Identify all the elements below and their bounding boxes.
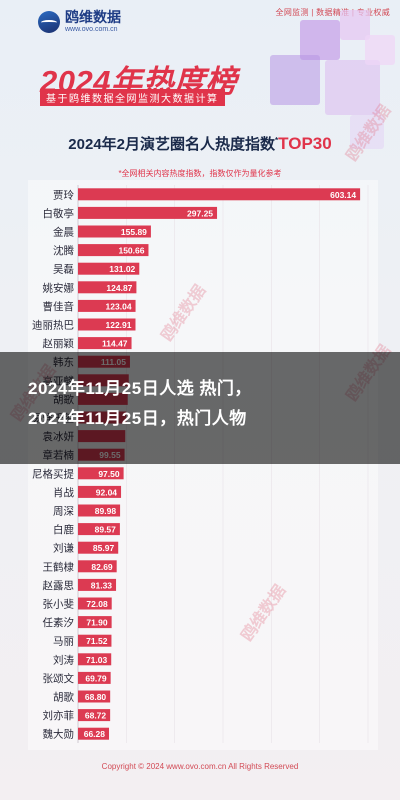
category-label: 尼格买提 (32, 467, 74, 480)
chart-note: *全网相关内容热度指数，指数仅作为量化参考 (118, 169, 282, 178)
value-label: 155.89 (121, 227, 147, 237)
category-label: 刘涛 (53, 653, 74, 666)
value-label: 131.02 (109, 264, 135, 274)
logo-icon (38, 11, 60, 33)
category-label: 张小斐 (43, 599, 75, 611)
bar-chart: 贾玲 603.14 白敬亭 297.25 金晨 155.89 沈腾 150.66 吴磊 131.0… (32, 185, 369, 743)
category-label: 吴磊 (53, 264, 74, 276)
logo: 鸥维数据 www.ovo.com.cn (38, 10, 121, 34)
bar (78, 188, 361, 201)
bar (78, 504, 121, 517)
bar (78, 299, 136, 312)
bar (78, 225, 151, 238)
category-label: 任素汐 (43, 616, 75, 629)
category-label: 曹佳音 (43, 300, 75, 313)
bar (78, 727, 110, 740)
value-label: 114.47 (102, 339, 128, 349)
category-label: 金晨 (53, 226, 74, 239)
value-label: 97.50 (98, 469, 120, 479)
bar (78, 281, 137, 294)
value-label: 68.72 (85, 711, 107, 721)
category-label: 肖战 (53, 486, 74, 499)
value-label: 68.80 (85, 692, 107, 702)
bar (78, 337, 132, 350)
category-label: 白敬亭 (43, 207, 75, 220)
value-label: 124.87 (106, 283, 132, 293)
value-label: 297.25 (187, 208, 213, 218)
bar (78, 578, 117, 591)
bar (78, 318, 136, 331)
chart-panel: 贾玲 603.14 白敬亭 297.25 金晨 155.89 沈腾 150.66 吴磊 131.0… (28, 180, 378, 750)
bar (78, 597, 112, 610)
bar (78, 653, 112, 666)
value-label: 66.28 (84, 729, 106, 739)
copyright: Copyright © 2024 www.ovo.com.cn All Righ… (101, 762, 299, 771)
category-label: 赵丽颖 (43, 337, 75, 350)
bar (78, 206, 218, 219)
value-label: 85.97 (93, 543, 115, 553)
category-label: 贾玲 (53, 189, 74, 201)
bar (78, 634, 112, 647)
value-label: 69.79 (85, 673, 107, 683)
category-label: 张颂文 (43, 672, 75, 685)
category-label: 沈腾 (53, 244, 74, 257)
chart-title: 2024年2月演艺圈名人热度指数*TOP30 (68, 134, 332, 153)
top-links: 全网监测 | 数据精准 | 专业权威 (275, 8, 390, 17)
category-label: 胡歌 (53, 691, 74, 704)
category-label: 白鹿 (53, 523, 74, 536)
value-label: 71.52 (86, 636, 108, 646)
category-label: 姚安娜 (43, 281, 75, 294)
bar (78, 262, 140, 275)
value-label: 72.08 (86, 599, 108, 609)
category-label: 迪丽热巴 (32, 319, 74, 332)
value-label: 603.14 (330, 190, 356, 200)
chart-title-suffix: TOP30 (278, 134, 332, 153)
logo-url: www.ovo.com.cn (65, 26, 118, 33)
bar (78, 560, 117, 573)
category-label: 马丽 (53, 636, 74, 648)
value-label: 89.57 (95, 525, 117, 535)
category-label: 刘谦 (53, 542, 74, 555)
value-label: 150.66 (118, 246, 144, 256)
value-label: 71.90 (86, 618, 108, 628)
bar (78, 671, 111, 684)
bar (78, 709, 111, 722)
category-label: 刘亦菲 (43, 709, 75, 722)
category-label: 王鹤棣 (43, 560, 75, 573)
subtitle: 基于鸥维数据全网监测大数据计算 (40, 89, 225, 106)
category-label: 赵露思 (43, 579, 75, 592)
bar (78, 485, 122, 498)
bar (78, 690, 111, 703)
value-label: 122.91 (105, 320, 131, 330)
value-label: 123.04 (106, 301, 132, 311)
caption-line-1: 2024年11月25日人选 热门， (28, 379, 252, 398)
bar (78, 523, 120, 536)
value-label: 92.04 (96, 487, 118, 497)
bar (78, 467, 124, 480)
value-label: 89.98 (95, 506, 117, 516)
chart-title-text: 2024年2月演艺圈名人热度指数 (68, 136, 276, 153)
value-label: 81.33 (91, 580, 113, 590)
decorative-cubes (230, 0, 400, 170)
logo-name: 鸥维数据 (65, 9, 121, 25)
value-label: 82.69 (91, 562, 113, 572)
value-label: 71.03 (86, 655, 108, 665)
caption-overlay: 2024年11月25日人选 热门， 2024年11月25日，热门人物 (0, 352, 400, 464)
bar (78, 244, 149, 257)
category-label: 周深 (53, 506, 74, 518)
caption-line-2: 2024年11月25日，热门人物 (28, 409, 247, 428)
bar (78, 541, 119, 554)
bar (78, 616, 112, 629)
category-label: 魏大勋 (43, 728, 75, 741)
